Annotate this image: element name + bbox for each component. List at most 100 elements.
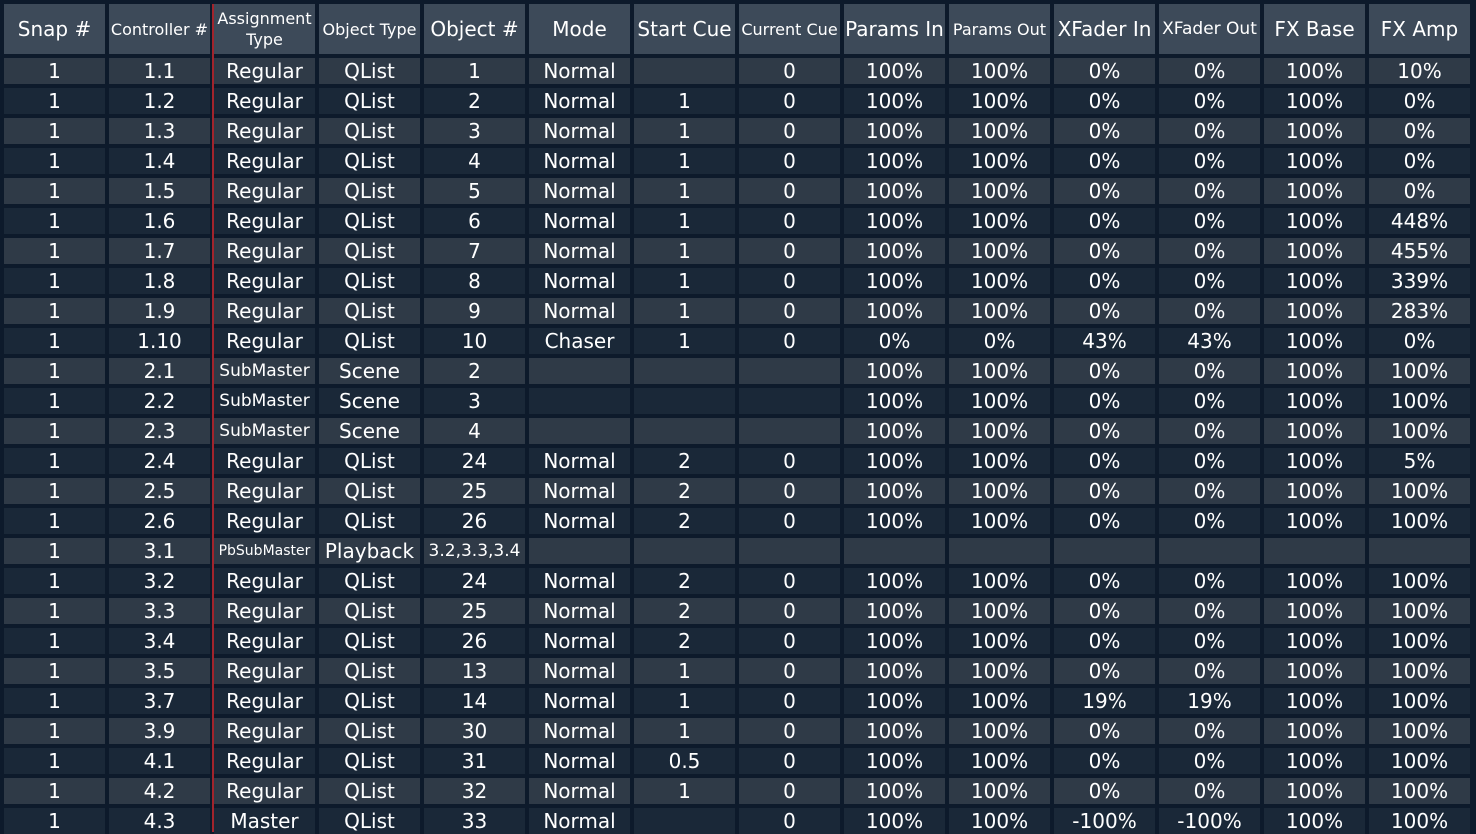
cell-mode[interactable]: Normal: [529, 118, 630, 144]
cell-current-cue[interactable]: 0: [739, 718, 840, 744]
cell-object[interactable]: 3: [424, 118, 525, 144]
cell-fx-amp[interactable]: 339%: [1369, 268, 1470, 294]
cell-object-type[interactable]: QList: [319, 778, 420, 804]
cell-assignment-type[interactable]: Regular: [214, 298, 315, 324]
cell-object-type[interactable]: QList: [319, 628, 420, 654]
cell-params-out[interactable]: [949, 538, 1050, 564]
cell-start-cue[interactable]: 1: [634, 238, 735, 264]
cell-assignment-type[interactable]: Regular: [214, 718, 315, 744]
cell-params-out[interactable]: 100%: [949, 628, 1050, 654]
cell-snap[interactable]: 1: [4, 238, 105, 264]
cell-assignment-type[interactable]: Regular: [214, 118, 315, 144]
cell-params-in[interactable]: 100%: [844, 658, 945, 684]
cell-xfader-out[interactable]: 0%: [1159, 778, 1260, 804]
cell-xfader-out[interactable]: 0%: [1159, 418, 1260, 444]
cell-fx-amp[interactable]: 100%: [1369, 748, 1470, 774]
cell-assignment-type[interactable]: Regular: [214, 778, 315, 804]
cell-fx-amp[interactable]: 455%: [1369, 238, 1470, 264]
cell-start-cue[interactable]: 1: [634, 178, 735, 204]
cell-current-cue[interactable]: 0: [739, 178, 840, 204]
cell-assignment-type[interactable]: Regular: [214, 148, 315, 174]
cell-mode[interactable]: Normal: [529, 178, 630, 204]
cell-mode[interactable]: Normal: [529, 238, 630, 264]
cell-params-in[interactable]: 100%: [844, 358, 945, 384]
cell-start-cue[interactable]: 0.5: [634, 748, 735, 774]
cell-current-cue[interactable]: 0: [739, 58, 840, 84]
cell-xfader-out[interactable]: 0%: [1159, 178, 1260, 204]
cell-params-out[interactable]: 100%: [949, 448, 1050, 474]
cell-params-out[interactable]: 100%: [949, 268, 1050, 294]
cell-params-in[interactable]: 100%: [844, 88, 945, 114]
cell-current-cue[interactable]: 0: [739, 298, 840, 324]
cell-current-cue[interactable]: 0: [739, 448, 840, 474]
cell-fx-base[interactable]: 100%: [1264, 418, 1365, 444]
cell-start-cue[interactable]: 2: [634, 508, 735, 534]
cell-assignment-type[interactable]: Regular: [214, 328, 315, 354]
cell-start-cue[interactable]: 1: [634, 778, 735, 804]
cell-params-out[interactable]: 100%: [949, 148, 1050, 174]
cell-fx-amp[interactable]: 100%: [1369, 568, 1470, 594]
cell-params-out[interactable]: 100%: [949, 358, 1050, 384]
cell-fx-amp[interactable]: 100%: [1369, 628, 1470, 654]
cell-object-type[interactable]: QList: [319, 718, 420, 744]
cell-xfader-out[interactable]: 0%: [1159, 208, 1260, 234]
cell-object[interactable]: 4: [424, 418, 525, 444]
cell-start-cue[interactable]: 1: [634, 118, 735, 144]
cell-fx-base[interactable]: 100%: [1264, 178, 1365, 204]
column-header-xfader-in[interactable]: XFader In: [1054, 4, 1155, 54]
cell-assignment-type[interactable]: SubMaster: [214, 388, 315, 414]
cell-params-in[interactable]: 100%: [844, 208, 945, 234]
cell-current-cue[interactable]: 0: [739, 478, 840, 504]
cell-assignment-type[interactable]: Regular: [214, 658, 315, 684]
column-header-fx-amp[interactable]: FX Amp: [1369, 4, 1470, 54]
cell-snap[interactable]: 1: [4, 478, 105, 504]
cell-object[interactable]: 10: [424, 328, 525, 354]
cell-fx-base[interactable]: 100%: [1264, 748, 1365, 774]
cell-object[interactable]: 30: [424, 718, 525, 744]
column-header-snap[interactable]: Snap #: [4, 4, 105, 54]
cell-fx-base[interactable]: 100%: [1264, 58, 1365, 84]
cell-snap[interactable]: 1: [4, 88, 105, 114]
cell-fx-amp[interactable]: 0%: [1369, 178, 1470, 204]
cell-params-in[interactable]: 0%: [844, 328, 945, 354]
cell-fx-amp[interactable]: 100%: [1369, 778, 1470, 804]
cell-xfader-out[interactable]: 0%: [1159, 478, 1260, 504]
cell-assignment-type[interactable]: SubMaster: [214, 418, 315, 444]
cell-object-type[interactable]: Scene: [319, 418, 420, 444]
cell-current-cue[interactable]: 0: [739, 208, 840, 234]
cell-params-in[interactable]: 100%: [844, 58, 945, 84]
cell-controller[interactable]: 1.8: [109, 268, 210, 294]
cell-controller[interactable]: 1.1: [109, 58, 210, 84]
cell-xfader-in[interactable]: 0%: [1054, 88, 1155, 114]
cell-snap[interactable]: 1: [4, 598, 105, 624]
cell-assignment-type[interactable]: Regular: [214, 88, 315, 114]
cell-object[interactable]: 32: [424, 778, 525, 804]
cell-current-cue[interactable]: 0: [739, 688, 840, 714]
cell-params-out[interactable]: 100%: [949, 478, 1050, 504]
cell-xfader-in[interactable]: 0%: [1054, 748, 1155, 774]
cell-object-type[interactable]: QList: [319, 268, 420, 294]
cell-snap[interactable]: 1: [4, 448, 105, 474]
cell-fx-base[interactable]: 100%: [1264, 778, 1365, 804]
cell-snap[interactable]: 1: [4, 658, 105, 684]
column-header-assignment-type[interactable]: Assignment Type: [214, 4, 315, 54]
cell-controller[interactable]: 4.1: [109, 748, 210, 774]
cell-snap[interactable]: 1: [4, 718, 105, 744]
cell-object-type[interactable]: QList: [319, 598, 420, 624]
cell-snap[interactable]: 1: [4, 328, 105, 354]
cell-fx-base[interactable]: 100%: [1264, 238, 1365, 264]
cell-params-out[interactable]: 100%: [949, 418, 1050, 444]
cell-current-cue[interactable]: [739, 418, 840, 444]
cell-assignment-type[interactable]: Regular: [214, 268, 315, 294]
column-header-current-cue[interactable]: Current Cue: [739, 4, 840, 54]
cell-controller[interactable]: 3.9: [109, 718, 210, 744]
cell-start-cue[interactable]: 2: [634, 448, 735, 474]
cell-xfader-out[interactable]: -100%: [1159, 808, 1260, 834]
cell-object[interactable]: 24: [424, 448, 525, 474]
cell-params-out[interactable]: 100%: [949, 598, 1050, 624]
cell-xfader-out[interactable]: 0%: [1159, 508, 1260, 534]
cell-snap[interactable]: 1: [4, 58, 105, 84]
cell-assignment-type[interactable]: Regular: [214, 628, 315, 654]
cell-xfader-in[interactable]: 0%: [1054, 178, 1155, 204]
cell-object-type[interactable]: Scene: [319, 388, 420, 414]
